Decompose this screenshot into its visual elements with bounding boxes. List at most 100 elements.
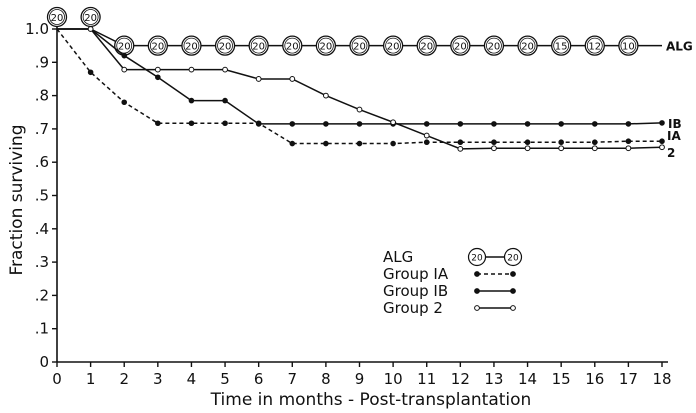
y-tick-label: 0 [39,353,49,371]
count-circle-inner [452,37,469,54]
data-point [491,121,497,127]
count-circle-inner [486,37,502,54]
x-tick-label: 11 [417,370,436,388]
x-axis-label: Time in months - Post-transplantation [210,390,532,410]
count-circle-inner [183,37,200,54]
data-point [121,52,128,59]
y-tick-label: .7 [35,120,49,138]
x-tick-label: 12 [451,370,470,388]
y-tick-label: 1.0 [25,20,49,38]
data-point [558,145,565,152]
data-point [255,76,262,82]
count-circle [618,35,639,56]
legend-swatch-marker [510,288,516,294]
data-point [625,138,632,145]
x-tick-label: 7 [288,370,298,388]
x-tick-label: 15 [552,370,571,388]
data-point [323,121,329,127]
count-circle [416,35,437,56]
count-circle-inner [620,37,637,54]
y-tick-label: .8 [35,87,49,105]
count-label: 20 [51,13,64,24]
count-label: 20 [118,42,131,53]
count-circle [517,35,538,56]
data-point [524,139,531,146]
legend-swatch-text: 20 [507,254,519,264]
count-circle [147,35,168,56]
count-circle-inner [418,37,435,54]
data-point [423,139,430,146]
data-point [457,139,464,146]
x-tick-label: 3 [153,370,163,388]
data-point [322,92,329,99]
count-circle-inner [149,37,166,54]
series-end-label: IA [667,129,681,143]
x-tick-label: 5 [220,370,230,388]
legend-item: Group 2 [383,299,516,317]
y-tick-label: .2 [35,286,49,304]
series-end-label: ALG [666,40,693,54]
data-point [222,120,228,127]
count-label: 20 [521,42,534,53]
data-point [155,74,161,81]
data-point [188,120,195,127]
count-label: 20 [454,42,467,53]
count-circle-inner [385,37,402,54]
count-label: 20 [219,42,232,53]
x-tick-label: 2 [119,370,129,388]
data-point [356,106,363,113]
data-point [491,139,497,146]
x-tick-label: 9 [355,370,365,388]
y-tick-label: .3 [35,253,49,271]
data-point [423,121,430,127]
count-circle [214,35,236,56]
x-tick-label: 10 [384,370,403,388]
count-circle [46,6,68,28]
count-circle [349,35,370,56]
count-circle-inner [217,37,233,54]
x-tick-label: 18 [652,370,671,388]
data-point [659,120,665,126]
y-tick-label: .5 [35,187,49,205]
count-circle-inner [586,37,603,54]
data-point [289,121,296,127]
count-circle-inner [82,9,99,25]
data-point [457,121,464,127]
data-point [188,66,195,73]
count-label: 10 [622,42,635,53]
series-alg: 20 20 20 20 20 20 20 20 20 20 20 20 20 20 20 15 12 10 ALG [46,6,693,56]
data-point [625,121,632,127]
count-label: 20 [353,42,366,53]
data-point [558,139,564,146]
data-point [356,121,363,127]
data-point [659,138,665,145]
count-circle [450,35,471,56]
legend-swatch-circle [467,247,487,267]
series-end-label: 2 [667,146,675,160]
data-point [289,76,296,82]
count-label: 20 [252,42,265,53]
legend-swatch-marker [510,305,516,311]
count-label: 20 [286,42,299,53]
data-point [87,26,94,32]
legend-swatch-marker [474,288,480,294]
data-point [423,132,430,139]
count-label: 20 [84,13,97,24]
legend-swatch-marker [474,271,480,277]
count-circle-inner [284,37,301,54]
series-group-2: 2 [57,26,675,160]
y-tick-label: .1 [35,320,49,338]
data-point [591,145,598,152]
count-label: 20 [387,42,400,53]
data-point [591,121,598,127]
legend-label: Group 2 [383,299,443,317]
x-tick-label: 17 [619,370,638,388]
data-point [491,145,497,152]
data-point [121,66,128,73]
plot-area: 0.1.2.3.4.5.6.7.8.91.00 1 2 3 4 5 6 7 8 9 10 11 12 13… [25,6,693,388]
y-tick-label: .9 [35,53,49,71]
x-tick-label: 16 [585,370,604,388]
x-tick-label: 4 [187,370,197,388]
